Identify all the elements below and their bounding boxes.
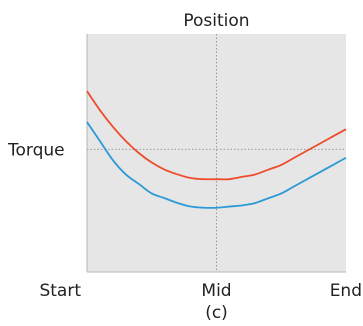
series-line-2 [86, 121, 347, 209]
chart-title: Position [183, 11, 249, 31]
series-layer [86, 90, 347, 209]
series-line-1 [86, 90, 347, 181]
y-tick-label: Torque [7, 140, 65, 160]
x-tick-label-start: Start [39, 281, 81, 301]
chart-caption: (c) [205, 303, 228, 323]
x-tick-label-mid: Mid [201, 281, 231, 301]
x-tick-label-end: End [330, 281, 362, 301]
